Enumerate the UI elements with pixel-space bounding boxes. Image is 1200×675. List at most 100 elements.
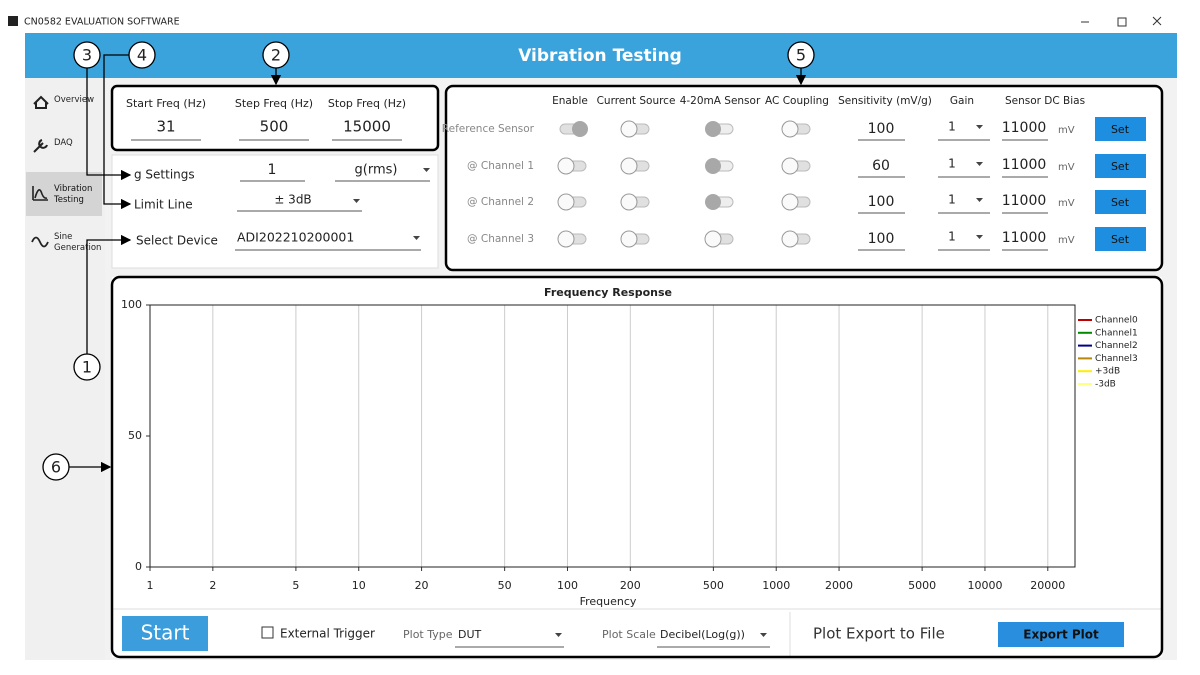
callout-number: 3 <box>82 46 92 65</box>
sensitivity[interactable]: 100 <box>868 194 895 210</box>
set-button-label: Set <box>1111 160 1130 173</box>
column-header: 4-20mA Sensor <box>680 95 761 107</box>
x-tick-label: 20000 <box>1030 579 1065 592</box>
gain[interactable]: 1 <box>948 193 956 207</box>
row-label: @ Channel 3 <box>467 233 534 245</box>
label: Plot Scale <box>602 628 656 641</box>
callout-number: 5 <box>796 46 806 65</box>
sidebar-item[interactable]: Sine Generation <box>54 232 102 253</box>
column-header: Current Source <box>597 95 676 107</box>
field-value[interactable]: 31 <box>156 118 175 136</box>
set-button[interactable] <box>1095 117 1146 141</box>
unit: mV <box>1058 235 1075 246</box>
dropdown-arrow <box>353 199 360 203</box>
set-button[interactable] <box>1095 227 1146 251</box>
label: Plot Type <box>403 628 453 641</box>
dc-bias[interactable]: 11000 <box>1002 120 1047 136</box>
legend-label: +3dB <box>1095 367 1120 377</box>
app-icon <box>8 16 18 26</box>
field-value[interactable]: 500 <box>260 118 289 136</box>
toggle-knob[interactable] <box>572 121 588 137</box>
plot-frame <box>149 304 1076 568</box>
row-label: @ Channel 1 <box>467 160 534 172</box>
toggle-knob[interactable] <box>781 193 799 211</box>
callout-circle <box>128 41 156 69</box>
start-button[interactable] <box>122 616 208 651</box>
x-tick-label: 50 <box>498 579 512 592</box>
dropdown-arrow <box>976 198 983 202</box>
toggle-knob[interactable] <box>781 230 799 248</box>
restore[interactable] <box>1117 17 1127 27</box>
dc-bias[interactable]: 11000 <box>1002 193 1047 209</box>
dc-bias[interactable]: 11000 <box>1002 230 1047 246</box>
callout-number: 6 <box>51 458 61 477</box>
toggle-knob[interactable] <box>557 230 575 248</box>
toggle-knob[interactable] <box>704 230 722 248</box>
label: Limit Line <box>134 198 193 212</box>
dropdown-arrow <box>423 168 430 172</box>
callout-circle <box>73 353 101 381</box>
dropdown-arrow <box>976 235 983 239</box>
toggle-knob[interactable] <box>705 121 721 137</box>
y-tick-label: 0 <box>135 560 142 573</box>
set-button[interactable] <box>1095 154 1146 178</box>
export-button-label: Export Plot <box>1023 628 1099 642</box>
toggle-knob[interactable] <box>557 157 575 175</box>
unit: mV <box>1058 162 1075 173</box>
x-tick-label: 20 <box>415 579 429 592</box>
row-label: Reference Sensor <box>442 123 535 135</box>
field-value[interactable]: 15000 <box>343 118 391 136</box>
sidebar-item[interactable]: DAQ <box>54 138 73 148</box>
dropdown-value[interactable]: g(rms) <box>355 163 398 178</box>
toggle-knob[interactable] <box>705 158 721 174</box>
sensitivity[interactable]: 100 <box>868 121 895 137</box>
callout-frame <box>110 84 440 152</box>
y-tick-label: 100 <box>121 298 142 311</box>
dropdown-value[interactable]: DUT <box>458 628 482 641</box>
sidebar-active <box>26 172 102 216</box>
header-bar <box>25 33 1177 78</box>
toggle-knob[interactable] <box>620 120 638 138</box>
y-tick-label: 50 <box>128 429 142 442</box>
x-tick-label: 1 <box>147 579 154 592</box>
set-button-label: Set <box>1111 123 1130 136</box>
toggle-knob[interactable] <box>781 157 799 175</box>
sensitivity[interactable]: 100 <box>868 231 895 247</box>
callout-number: 2 <box>271 46 281 65</box>
callout-arrows <box>69 54 807 473</box>
toggle-knob[interactable] <box>781 120 799 138</box>
x-tick-label: 500 <box>703 579 724 592</box>
toggle-knob[interactable] <box>620 193 638 211</box>
checkbox-label: External Trigger <box>280 627 375 641</box>
dc-bias[interactable]: 11000 <box>1002 157 1047 173</box>
field-label: Start Freq (Hz) <box>126 97 206 110</box>
sidebar-item[interactable]: Vibration Testing <box>54 184 93 205</box>
dropdown-arrow <box>976 125 983 129</box>
input-value[interactable]: 1 <box>268 162 277 178</box>
toggle-knob[interactable] <box>705 194 721 210</box>
dropdown-value[interactable]: ± 3dB <box>274 193 311 207</box>
x-tick-label: 5 <box>292 579 299 592</box>
column-header: Sensitivity (mV/g) <box>838 95 932 107</box>
gain[interactable]: 1 <box>948 230 956 244</box>
dropdown-arrow <box>555 633 562 637</box>
x-tick-label: 5000 <box>908 579 936 592</box>
set-button[interactable] <box>1095 190 1146 214</box>
legend-label: Channel1 <box>1095 328 1138 338</box>
sensitivity[interactable]: 60 <box>872 158 890 174</box>
close[interactable] <box>1152 16 1162 26</box>
checkbox[interactable] <box>261 626 274 639</box>
icon-home <box>33 95 49 109</box>
gain[interactable]: 1 <box>948 120 956 134</box>
export-label: Plot Export to File <box>813 625 945 643</box>
label: Select Device <box>136 234 218 248</box>
toggle-knob[interactable] <box>620 157 638 175</box>
sidebar-item[interactable]: Overview <box>54 95 95 105</box>
gain[interactable]: 1 <box>948 157 956 171</box>
dropdown-value[interactable]: ADI202210200001 <box>237 230 354 245</box>
toggle-knob[interactable] <box>557 193 575 211</box>
export-button[interactable] <box>998 622 1124 647</box>
dropdown-value[interactable]: Decibel(Log(g)) <box>660 628 745 641</box>
toggle-knob[interactable] <box>620 230 638 248</box>
